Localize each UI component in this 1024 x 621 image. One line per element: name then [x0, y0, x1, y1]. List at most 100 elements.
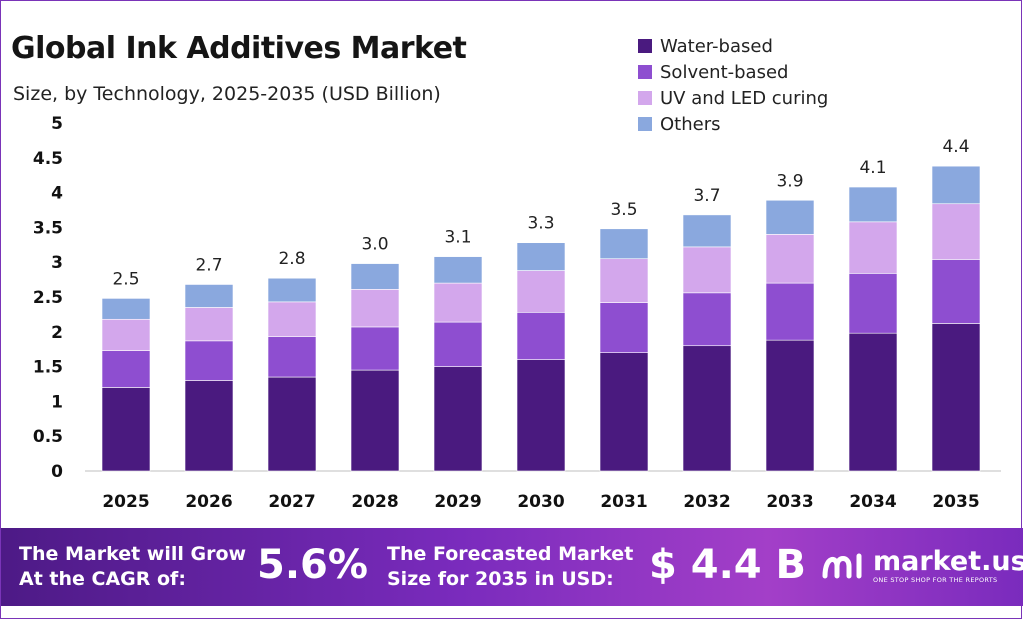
x-tick-label: 2025 [102, 492, 149, 512]
bar-total-label: 3.0 [361, 235, 388, 255]
chart-title: Global Ink Additives Market [11, 31, 467, 66]
y-tick-label: 0 [51, 462, 63, 482]
bar-segment [931, 259, 981, 324]
legend-swatch-uv-led-curing [638, 91, 652, 105]
bar-segment [433, 321, 483, 367]
bar-segment [433, 282, 483, 323]
brand-logo: market.us ONE STOP SHOP FOR THE REPORTS [821, 546, 1024, 586]
brand-name: market.us [873, 546, 1024, 577]
bar-total-label: 2.8 [278, 249, 305, 269]
bar-segment [516, 242, 566, 271]
bar-segment [931, 165, 981, 205]
bar-segment [267, 336, 317, 378]
bar-total-label: 4.1 [859, 158, 886, 178]
bar-segment [516, 359, 566, 472]
bar-segment [433, 366, 483, 472]
bar-total-label: 3.7 [693, 186, 720, 206]
y-tick-label: 2 [51, 323, 63, 343]
brand-tagline: ONE STOP SHOP FOR THE REPORTS [873, 576, 998, 584]
x-tick-label: 2034 [849, 492, 896, 512]
cagr-label-line2: At the CAGR of: [19, 568, 186, 590]
legend-swatch-others [638, 117, 652, 131]
y-tick-label: 3 [51, 253, 63, 273]
bar-segment [848, 186, 898, 223]
bar-segment [682, 292, 732, 347]
legend-label-others: Others [660, 113, 721, 135]
bar-segment [848, 273, 898, 334]
legend-label-water-based: Water-based [660, 35, 773, 57]
y-tick-label: 4.5 [33, 149, 63, 169]
bar-segment [101, 387, 151, 472]
bar-total-label: 4.4 [942, 137, 969, 157]
legend-swatch-solvent-based [638, 65, 652, 79]
bar-segment [765, 339, 815, 472]
forecast-label-line2: Size for 2035 in USD: [387, 568, 614, 590]
legend: Water-based Solvent-based UV and LED cur… [638, 33, 828, 137]
cagr-label: The Market will Grow At the CAGR of: [19, 542, 246, 592]
bar-segment [931, 323, 981, 472]
market-us-logo-icon [822, 553, 862, 579]
bar-total-label: 3.1 [444, 228, 471, 248]
x-tick-label: 2033 [766, 492, 813, 512]
bar-segment [101, 298, 151, 320]
legend-item-solvent-based: Solvent-based [638, 59, 828, 85]
bar-segment [267, 376, 317, 472]
legend-swatch-water-based [638, 39, 652, 53]
bar-segment [516, 312, 566, 360]
cagr-value: 5.6% [257, 542, 368, 588]
y-tick-label: 3.5 [33, 218, 63, 238]
x-tick-label: 2030 [517, 492, 564, 512]
bar-segment [184, 307, 234, 342]
forecast-label-line1: The Forecasted Market [387, 543, 634, 565]
bar-segment [433, 256, 483, 284]
bar-total-label: 3.9 [776, 171, 803, 191]
bar-segment [848, 221, 898, 274]
bar-segment [101, 318, 151, 351]
bar-segment [599, 352, 649, 472]
legend-item-water-based: Water-based [638, 33, 828, 59]
y-tick-label: 5 [51, 114, 63, 134]
y-tick-label: 4 [51, 184, 63, 204]
bar-segment [267, 277, 317, 303]
bar-total-label: 3.3 [527, 214, 554, 234]
x-tick-label: 2032 [683, 492, 730, 512]
bar-segment [267, 301, 317, 337]
bar-segment [599, 258, 649, 303]
legend-item-uv-led-curing: UV and LED curing [638, 85, 828, 111]
bar-segment [848, 332, 898, 472]
y-tick-label: 1 [51, 392, 63, 412]
bar-segment [765, 282, 815, 341]
legend-label-solvent-based: Solvent-based [660, 61, 789, 83]
y-tick-label: 0.5 [33, 427, 63, 447]
chart-subtitle: Size, by Technology, 2025-2035 (USD Bill… [13, 83, 441, 105]
bar-segment [350, 369, 400, 472]
bar-segment [350, 263, 400, 290]
bar-segment [184, 380, 234, 472]
stacked-bar-chart: 0 0.5 1 1.5 2 2.5 3 3.5 4 4.5 5 2.5 2025 2.7 2026 2.8 20… [33, 114, 1001, 512]
y-tick-label: 1.5 [33, 358, 63, 378]
bar-segment [682, 214, 732, 248]
bar-segment [931, 203, 981, 260]
bar-segment [765, 199, 815, 235]
bar-segment [350, 326, 400, 371]
bar-segment [682, 246, 732, 294]
legend-item-others: Others [638, 111, 828, 137]
x-tick-label: 2026 [185, 492, 232, 512]
bar-segment [184, 340, 234, 381]
bar-segment [682, 345, 732, 472]
legend-label-uv-led-curing: UV and LED curing [660, 87, 829, 109]
x-tick-label: 2027 [268, 492, 315, 512]
forecast-value: $ 4.4 B [649, 542, 807, 588]
forecast-label: The Forecasted Market Size for 2035 in U… [387, 542, 633, 592]
y-tick-label: 2.5 [33, 288, 63, 308]
x-tick-label: 2035 [932, 492, 979, 512]
bar-total-label: 3.5 [610, 200, 637, 220]
bar-segment [599, 302, 649, 353]
bar-total-label: 2.5 [112, 269, 139, 289]
footer-banner: The Market will Grow At the CAGR of: 5.6… [1, 528, 1024, 606]
bar-segment [599, 228, 649, 260]
x-tick-label: 2031 [600, 492, 647, 512]
bar-segment [101, 350, 151, 388]
x-tick-label: 2028 [351, 492, 398, 512]
